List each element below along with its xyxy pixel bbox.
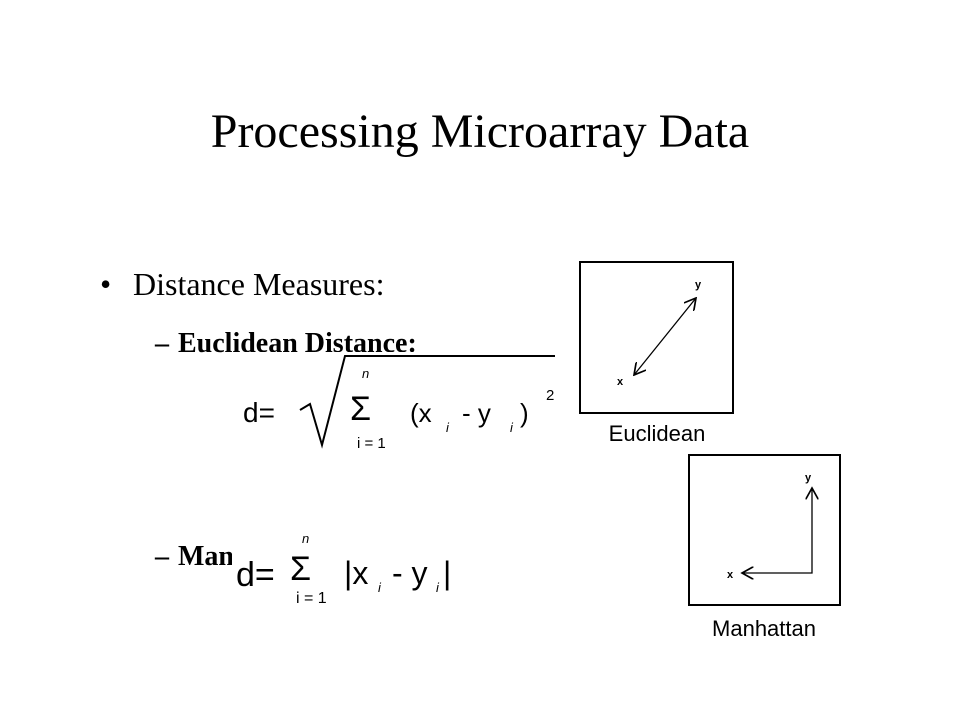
formula-text: 2 — [546, 387, 554, 404]
formula-text: i = 1 — [357, 435, 386, 452]
title: Processing Microarray Data — [211, 105, 749, 158]
figure-label: Euclidean — [609, 421, 706, 446]
formula-text: i — [436, 580, 440, 595]
manhattan-formula: d= n Σ i = 1 |x i - y i | — [232, 528, 457, 607]
bullet: Distance Measures: — [133, 266, 384, 302]
formula-background — [228, 352, 558, 460]
point-label: y — [805, 472, 812, 484]
formula-text: - y — [392, 555, 428, 591]
formula-text: |x — [344, 555, 368, 591]
point-label: y — [695, 279, 702, 291]
formula-text: ) — [520, 398, 529, 428]
euclidean-formula: d= n Σ i = 1 (x i - y i ) 2 — [228, 352, 558, 460]
formula-text: d= — [236, 556, 275, 594]
arrow — [742, 488, 812, 573]
manhattan-figure: y x Manhattan — [688, 454, 841, 641]
formula-text: | — [443, 555, 451, 591]
figure-label: Manhattan — [712, 616, 816, 641]
formula-text: i — [510, 420, 514, 435]
formula-text: d= — [243, 397, 275, 428]
figure-frame — [688, 454, 841, 606]
dash: – — [154, 328, 170, 359]
formula-text: n — [362, 366, 369, 381]
formula-text: (x — [410, 398, 432, 428]
formula-text: Σ — [350, 390, 371, 428]
formula-text: - y — [462, 398, 491, 428]
formula-text: i — [378, 580, 382, 595]
sqrt-sign — [299, 355, 555, 449]
formula-background — [232, 528, 457, 606]
bullet-dot: • — [100, 266, 111, 302]
formula-text: i — [446, 420, 450, 435]
arrow — [634, 298, 696, 375]
formula-text: i = 1 — [296, 590, 327, 607]
formula-text: n — [302, 531, 309, 546]
figure-frame — [579, 261, 734, 414]
point-label: x — [727, 569, 734, 581]
dash: – — [154, 541, 170, 572]
point-label: x — [617, 376, 624, 388]
formula-text: Σ — [290, 550, 311, 588]
euclidean-figure: y x Euclidean — [579, 261, 734, 446]
